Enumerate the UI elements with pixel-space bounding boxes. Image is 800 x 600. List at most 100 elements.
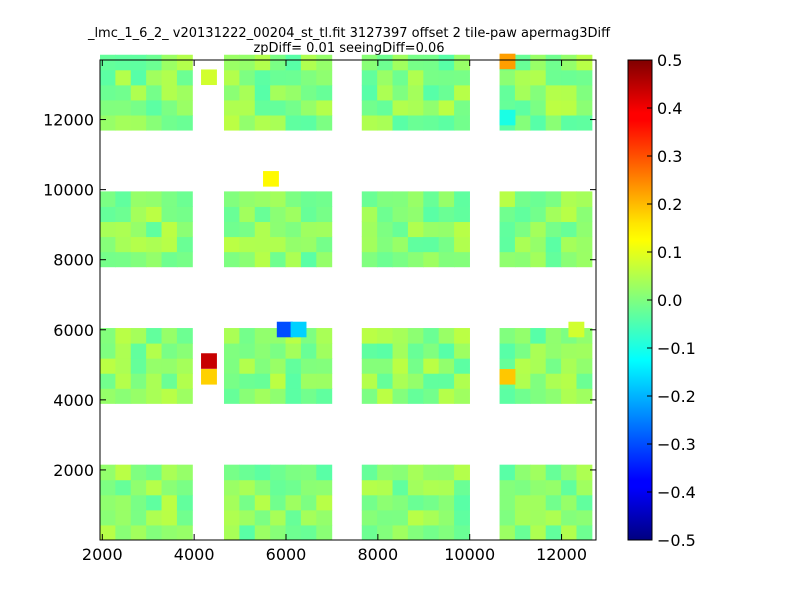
heatmap-cell — [514, 524, 531, 541]
heatmap-cell — [438, 388, 455, 404]
heatmap-cell — [361, 479, 378, 496]
x-tick-label: 10000 — [444, 545, 495, 564]
heatmap-cell — [100, 464, 116, 481]
heatmap-cell — [454, 464, 470, 481]
heatmap-cell — [361, 84, 378, 101]
heatmap-cell — [392, 509, 409, 526]
heatmap-cell — [316, 69, 333, 86]
heatmap-cell — [161, 509, 178, 526]
heatmap-cell — [316, 236, 333, 253]
heatmap-cell — [254, 524, 271, 541]
heatmap-cell — [254, 236, 271, 253]
y-tick-label: 12000 — [43, 111, 94, 130]
heatmap-cell — [377, 69, 394, 86]
x-tick-label: 2000 — [82, 545, 123, 564]
heatmap-cell — [423, 115, 440, 131]
heatmap-cell — [161, 221, 178, 238]
heatmap-cell — [576, 206, 593, 223]
x-axis: 2000 4000 6000 8000 10000 12000 — [82, 60, 587, 564]
heatmap-cell — [115, 358, 132, 374]
heatmap-cell — [392, 464, 409, 481]
heatmap-cell — [407, 84, 424, 101]
heatmap-cell — [561, 388, 577, 404]
colorbar-tick-label: 0.2 — [657, 195, 682, 214]
heatmap-cell — [392, 191, 409, 207]
heatmap-cell — [100, 115, 116, 131]
heatmap-cell — [161, 99, 178, 116]
heatmap-cell — [561, 236, 577, 253]
heatmap-cell — [161, 206, 178, 223]
heatmap-cell — [285, 115, 302, 131]
heatmap-cell — [130, 464, 147, 481]
heatmap-cell — [530, 494, 547, 511]
heatmap-cell — [407, 115, 424, 131]
heatmap-cell — [438, 343, 455, 359]
heatmap-cell — [316, 54, 333, 71]
heatmap-cell — [545, 358, 562, 374]
heatmap-cell — [224, 251, 240, 268]
heatmap-cell — [392, 236, 409, 253]
heatmap-cell — [377, 221, 394, 238]
heatmap-cell — [176, 524, 193, 541]
heatmap-cell — [224, 358, 240, 374]
heatmap-cell — [392, 494, 409, 511]
heatmap-cell — [545, 524, 562, 541]
heatmap-cell — [438, 494, 455, 511]
heatmap-cell — [224, 191, 240, 207]
heatmap-cell — [146, 524, 163, 541]
heatmap-cell — [115, 206, 132, 223]
heatmap-cell — [576, 509, 593, 526]
heatmap-cell — [545, 328, 562, 344]
heatmap-cell — [392, 84, 409, 101]
heatmap-cell — [316, 221, 333, 238]
heatmap-cell — [499, 464, 516, 481]
heatmap-cell — [392, 524, 409, 541]
y-tick-label: 4000 — [53, 391, 94, 410]
heatmap-cell — [423, 54, 440, 71]
heatmap-cell — [392, 479, 409, 496]
heatmap-cell — [130, 373, 147, 389]
heatmap-cell — [454, 191, 470, 207]
heatmap-cell — [561, 54, 577, 71]
heatmap-cell — [561, 494, 577, 511]
heatmap-cell — [561, 84, 577, 101]
heatmap-cell — [316, 494, 333, 511]
heatmap-cell — [300, 99, 317, 116]
heatmap-cell — [161, 54, 178, 71]
heatmap-cell — [115, 54, 132, 71]
heatmap-cell — [270, 206, 287, 223]
heatmap-cell — [224, 524, 240, 541]
heatmap-cell — [161, 464, 178, 481]
heatmap-cell — [499, 236, 516, 253]
heatmap-cell — [176, 509, 193, 526]
heatmap-cell — [176, 479, 193, 496]
heatmap-cell — [270, 191, 287, 207]
heatmap-cell — [239, 251, 256, 268]
heatmap-cell — [300, 54, 317, 71]
heatmap-cell — [576, 479, 593, 496]
heatmap-cell — [146, 494, 163, 511]
heatmap-cell — [300, 479, 317, 496]
heatmap-cell — [130, 358, 147, 374]
heatmap-cell — [377, 494, 394, 511]
heatmap-cell — [300, 221, 317, 238]
heatmap-cell — [514, 221, 531, 238]
heatmap-cell — [130, 524, 147, 541]
heatmap-cell — [530, 373, 547, 389]
heatmap-cell — [454, 69, 470, 86]
heatmap-cell — [100, 524, 116, 541]
heatmap-cell — [176, 494, 193, 511]
x-tick-label: 4000 — [174, 545, 215, 564]
heatmap-cell — [361, 328, 378, 344]
heatmap-cell — [423, 524, 440, 541]
heatmap-cell — [254, 251, 271, 268]
heatmap-cell — [285, 191, 302, 207]
heatmap-cell — [361, 99, 378, 116]
heatmap-cell — [300, 84, 317, 101]
heatmap-cell — [438, 524, 455, 541]
heatmap-cell — [239, 236, 256, 253]
heatmap-cell — [576, 54, 593, 71]
heatmap-cell — [499, 221, 516, 238]
heatmap-cell — [454, 494, 470, 511]
colorbar: 0.5 0.4 0.3 0.2 0.1 0.0 −0.1 −0.2 −0.3 −0.4 −0.5 — [627, 51, 696, 550]
